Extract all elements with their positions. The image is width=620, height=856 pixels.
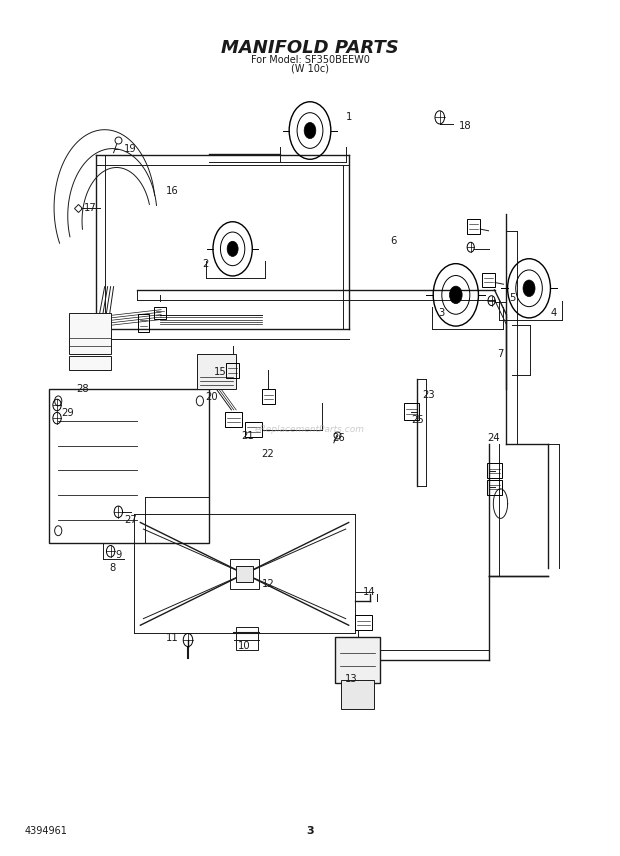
Bar — [487, 463, 502, 479]
Bar — [69, 356, 110, 371]
Text: 4: 4 — [551, 308, 557, 318]
Bar — [69, 313, 110, 354]
Circle shape — [304, 122, 316, 139]
Text: 20: 20 — [205, 392, 218, 401]
Text: 17: 17 — [84, 203, 96, 213]
Text: 15: 15 — [215, 367, 227, 377]
Circle shape — [227, 241, 238, 257]
Text: MANIFOLD PARTS: MANIFOLD PARTS — [221, 39, 399, 57]
Text: 3: 3 — [306, 826, 314, 835]
Text: 14: 14 — [363, 587, 376, 597]
Text: 1: 1 — [345, 112, 352, 122]
Text: 26: 26 — [332, 433, 345, 443]
Text: 18: 18 — [458, 121, 471, 131]
Text: 8: 8 — [109, 562, 115, 573]
Bar — [138, 314, 149, 332]
Text: 13: 13 — [345, 674, 358, 684]
Text: For Model: SF350BEEW0: For Model: SF350BEEW0 — [250, 55, 370, 65]
Bar — [245, 422, 262, 437]
Bar — [50, 389, 209, 543]
Text: 11: 11 — [166, 633, 179, 643]
Bar — [335, 637, 380, 683]
Bar — [154, 306, 166, 319]
Bar — [467, 219, 480, 234]
Text: 4394961: 4394961 — [24, 826, 67, 835]
Bar — [355, 615, 372, 630]
Circle shape — [450, 286, 462, 304]
Text: 12: 12 — [262, 580, 275, 589]
Bar — [197, 354, 236, 389]
Text: 9: 9 — [115, 550, 122, 561]
Text: 7: 7 — [497, 349, 503, 359]
Text: (W 10c): (W 10c) — [291, 63, 329, 73]
Text: 29: 29 — [61, 408, 74, 419]
Bar — [404, 403, 418, 419]
Bar — [482, 273, 495, 288]
Text: 21: 21 — [241, 431, 254, 441]
Bar — [226, 413, 242, 427]
Text: eReplacementParts.com: eReplacementParts.com — [255, 425, 365, 434]
Circle shape — [523, 280, 535, 296]
Text: 25: 25 — [411, 415, 423, 425]
Bar — [341, 681, 374, 709]
Bar — [487, 479, 502, 495]
Text: 10: 10 — [238, 641, 251, 651]
Text: 28: 28 — [76, 383, 89, 394]
Text: 27: 27 — [124, 515, 136, 525]
Text: 19: 19 — [124, 144, 136, 153]
Bar — [226, 363, 239, 377]
Bar — [236, 566, 254, 582]
Text: 16: 16 — [166, 187, 179, 196]
Bar — [262, 389, 275, 404]
Text: 24: 24 — [487, 433, 500, 443]
Bar — [236, 627, 258, 650]
Text: 3: 3 — [438, 308, 444, 318]
Text: 6: 6 — [390, 235, 397, 246]
Text: 23: 23 — [423, 390, 435, 400]
Text: 22: 22 — [261, 449, 273, 460]
Text: 2: 2 — [203, 259, 209, 269]
Bar — [229, 559, 259, 589]
Text: 5: 5 — [509, 293, 516, 303]
